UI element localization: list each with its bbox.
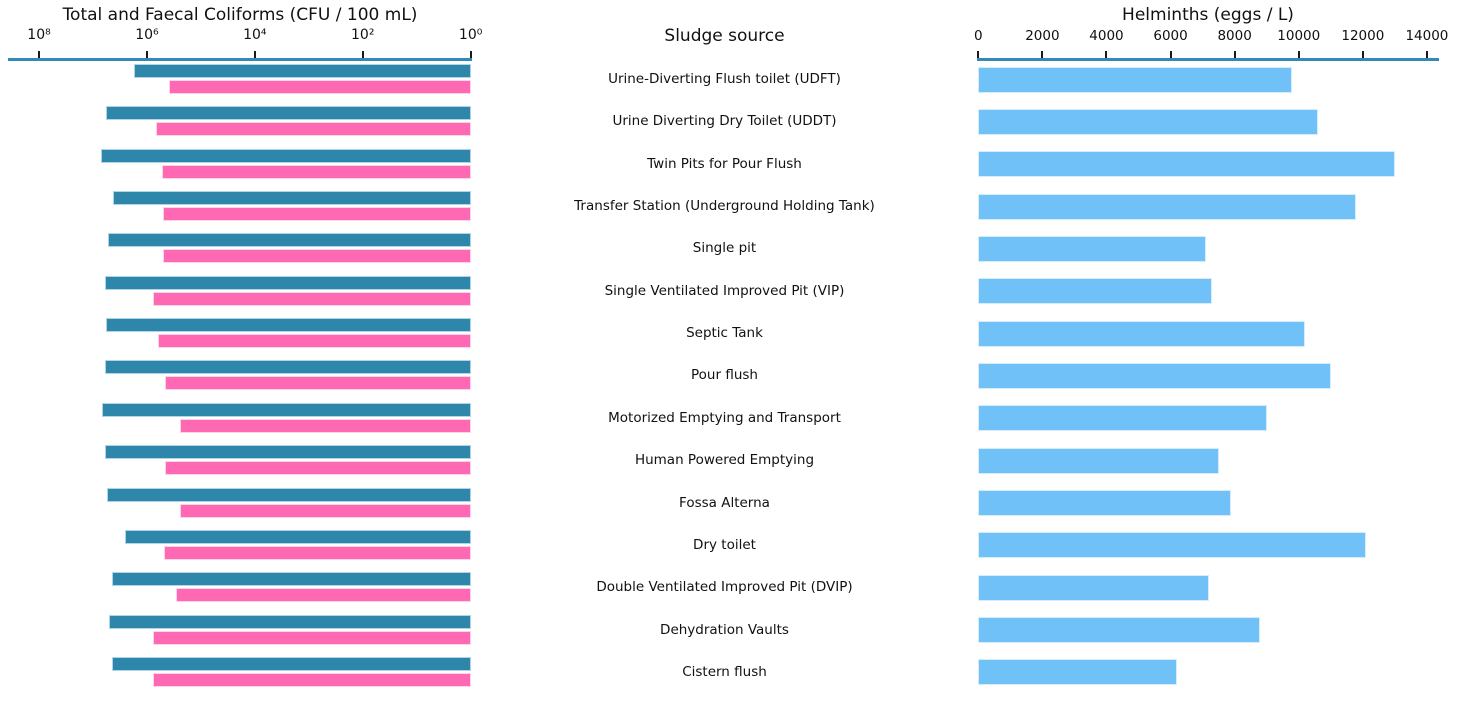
faecal-coliforms-bar <box>158 334 471 349</box>
total-coliforms-bar <box>104 275 471 290</box>
total-coliforms-bar <box>112 572 471 587</box>
left-axis-tick-label: 10⁶ <box>135 27 159 43</box>
category-label: Motorized Emptying and Transport <box>608 409 841 426</box>
category-label: Twin Pits for Pour Flush <box>647 155 802 172</box>
right-axis-tick-label: 8000 <box>1217 28 1252 44</box>
total-coliforms-bar <box>112 656 471 671</box>
right-axis-tick <box>1297 51 1300 58</box>
total-coliforms-bar <box>104 445 471 460</box>
left-axis-tick-label: 10⁰ <box>458 27 483 43</box>
category-label: Single Ventilated Improved Pit (VIP) <box>604 282 845 299</box>
faecal-coliforms-bar <box>180 503 471 518</box>
helminths-bar <box>978 490 1232 517</box>
left-axis-tick <box>145 51 148 58</box>
helminths-bar <box>978 532 1367 559</box>
total-coliforms-bar <box>101 148 471 163</box>
total-coliforms-bar <box>106 318 471 333</box>
category-label: Single pit <box>692 240 757 257</box>
category-label: Urine-Diverting Flush toilet (UDFT) <box>608 71 841 87</box>
helminths-bar <box>978 278 1213 305</box>
right-axis-tick-label: 10000 <box>1277 28 1321 44</box>
left-axis-tick-label: 10² <box>351 27 375 43</box>
faecal-coliforms-bar <box>164 376 471 391</box>
total-coliforms-bar <box>102 402 471 417</box>
category-label: Cistern flush <box>682 663 767 680</box>
helminths-bar <box>978 405 1267 432</box>
right-axis-line <box>977 58 1439 61</box>
faecal-coliforms-bar <box>153 291 471 306</box>
left-axis-tick-label: 10⁴ <box>243 27 267 43</box>
right-axis-tick-label: 12000 <box>1341 28 1385 44</box>
category-label: Double Ventilated Improved Pit (DVIP) <box>596 579 853 596</box>
helminths-bar <box>978 362 1331 389</box>
faecal-coliforms-bar <box>162 207 471 222</box>
category-label: Septic Tank <box>686 325 763 342</box>
total-coliforms-bar <box>106 106 471 121</box>
left-axis-tick <box>38 51 40 58</box>
left-chart-title: Total and Faecal Coliforms (CFU / 100 mL… <box>62 5 418 25</box>
right-axis-tick <box>977 51 980 58</box>
right-axis-tick-label: 0 <box>974 28 983 44</box>
left-axis-tick <box>469 51 472 58</box>
helminths-bar <box>978 320 1306 347</box>
total-coliforms-bar <box>134 64 471 78</box>
helminths-bar <box>978 659 1177 686</box>
category-label: Pour flush <box>691 367 758 384</box>
right-axis-tick <box>1169 51 1172 58</box>
helminths-bar <box>978 193 1357 220</box>
right-chart-title: Helminths (eggs / L) <box>1122 5 1294 25</box>
helminths-bar <box>978 151 1395 178</box>
helminths-bar <box>978 447 1219 474</box>
category-label: Urine Diverting Dry Toilet (UDDT) <box>612 113 837 130</box>
category-label: Transfer Station (Underground Holding Ta… <box>574 198 875 215</box>
helminths-bar <box>978 617 1261 644</box>
right-axis-tick <box>1425 51 1428 58</box>
faecal-coliforms-bar <box>168 80 471 94</box>
center-column-title: Sludge source <box>664 26 785 46</box>
total-coliforms-bar <box>104 360 471 375</box>
total-coliforms-bar <box>107 487 471 502</box>
faecal-coliforms-bar <box>155 122 471 137</box>
total-coliforms-bar <box>112 191 471 206</box>
faecal-coliforms-bar <box>164 461 471 476</box>
right-axis-tick <box>1041 51 1044 58</box>
right-axis-tick-label: 4000 <box>1089 28 1124 44</box>
faecal-coliforms-bar <box>180 418 471 433</box>
helminths-bar <box>978 235 1206 262</box>
left-axis-line <box>8 58 472 61</box>
helminths-bar <box>978 66 1293 93</box>
helminths-bar <box>978 574 1210 601</box>
helminths-bar <box>978 108 1318 135</box>
right-axis-tick <box>1233 51 1236 58</box>
faecal-coliforms-bar <box>153 672 471 687</box>
faecal-coliforms-bar <box>175 588 471 603</box>
category-label: Dry toilet <box>693 536 756 553</box>
category-label: Human Powered Emptying <box>634 452 815 469</box>
category-label: Dehydration Vaults <box>660 621 789 638</box>
faecal-coliforms-bar <box>164 545 471 560</box>
left-axis-tick <box>361 51 364 58</box>
left-axis-tick-label: 10⁸ <box>27 27 51 43</box>
left-axis-tick <box>253 51 256 58</box>
right-axis-tick <box>1361 51 1364 58</box>
total-coliforms-bar <box>107 233 471 248</box>
category-label: Fossa Alterna <box>679 494 770 511</box>
right-axis-tick-label: 14000 <box>1405 28 1449 44</box>
faecal-coliforms-bar <box>162 249 471 264</box>
right-axis-tick-label: 2000 <box>1025 28 1060 44</box>
right-axis-tick <box>1105 51 1108 58</box>
total-coliforms-bar <box>109 614 471 629</box>
faecal-coliforms-bar <box>161 164 471 179</box>
faecal-coliforms-bar <box>152 630 471 645</box>
total-coliforms-bar <box>125 529 471 544</box>
right-axis-tick-label: 6000 <box>1153 28 1188 44</box>
